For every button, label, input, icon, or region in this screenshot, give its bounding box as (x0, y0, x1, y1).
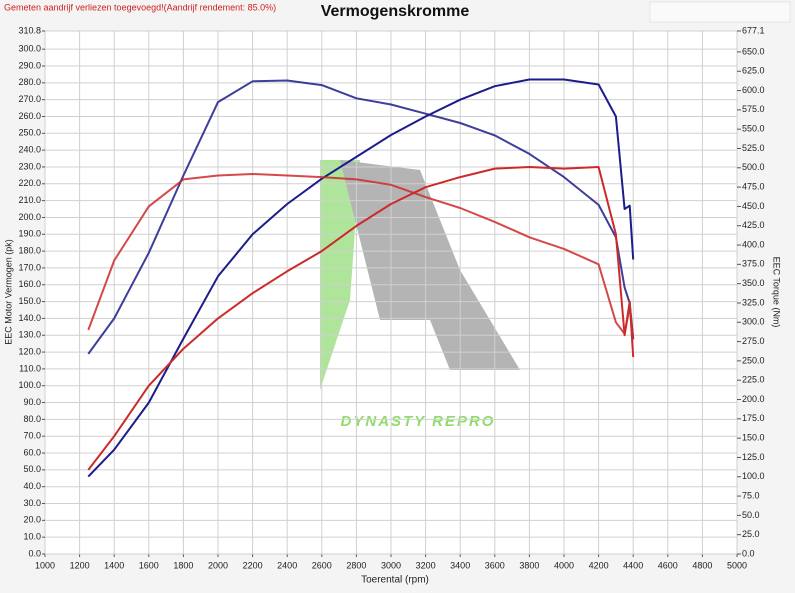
x-tick-label: 1600 (139, 560, 159, 570)
y2-tick-label: 50.0 (742, 510, 760, 520)
y-tick-label: 130.0 (18, 330, 41, 340)
y-tick-label: 120.0 (18, 346, 41, 356)
y-tick-label: 260.0 (18, 111, 41, 121)
y2-tick-label: 300.0 (742, 317, 765, 327)
y-tick-label: 100.0 (18, 380, 41, 390)
x-tick-label: 1000 (35, 560, 55, 570)
y-tick-label: 40.0 (23, 481, 41, 491)
series-line (87, 173, 635, 338)
x-tick-label: 4400 (623, 560, 643, 570)
y2-tick-label: 677.1 (742, 25, 765, 35)
y-tick-label: 310.8 (18, 25, 41, 35)
x-tick-label: 3200 (416, 560, 436, 570)
y2-tick-label: 475.0 (742, 181, 765, 191)
watermark: DYNASTY REPRO (341, 413, 496, 430)
x-tick-label: 1400 (104, 560, 124, 570)
y2-tick-label: 250.0 (742, 355, 765, 365)
y-tick-label: 110.0 (19, 363, 41, 373)
y2-tick-label: 225.0 (742, 375, 765, 385)
y2-tick-label: 400.0 (742, 239, 765, 249)
y-tick-label: 30.0 (23, 498, 41, 508)
y-tick-label: 70.0 (23, 431, 41, 441)
y2-tick-label: 550.0 (742, 124, 765, 134)
y2-tick-label: 625.0 (742, 66, 765, 76)
x-tick-label: 4600 (658, 560, 678, 570)
y2-tick-label: 450.0 (742, 201, 765, 211)
y-tick-label: 10.0 (23, 532, 41, 542)
y2-tick-label: 0.0 (742, 548, 755, 558)
chart-title: Vermogenskromme (321, 3, 470, 20)
y-tick-label: 280.0 (18, 77, 41, 87)
y2-tick-label: 600.0 (742, 85, 765, 95)
y2-tick-label: 150.0 (742, 433, 765, 443)
header-box (649, 1, 791, 23)
y-tick-label: 140.0 (18, 313, 41, 323)
y-tick-label: 90.0 (23, 397, 41, 407)
y-tick-label: 0.0 (28, 548, 41, 558)
x-tick-label: 2400 (277, 560, 297, 570)
x-tick-label: 3000 (381, 560, 401, 570)
y2-tick-label: 100.0 (742, 471, 765, 481)
y-tick-label: 220.0 (18, 178, 41, 188)
y-tick-label: 60.0 (23, 447, 41, 457)
y-tick-label: 50.0 (23, 464, 41, 474)
y2-tick-label: 650.0 (742, 46, 765, 56)
x-tick-label: 4800 (692, 560, 712, 570)
x-tick-label: 1200 (70, 560, 90, 570)
x-tick-label: 2000 (208, 560, 228, 570)
series-line (87, 166, 635, 471)
x-tick-label: 4000 (554, 560, 574, 570)
y-tick-label: 20.0 (23, 515, 41, 525)
y2-axis-label: EEC Torque (Nm) (772, 257, 782, 328)
y-tick-label: 270.0 (18, 94, 41, 104)
y2-tick-label: 500.0 (742, 162, 765, 172)
y-tick-label: 150.0 (18, 296, 41, 306)
y2-tick-label: 25.0 (742, 529, 760, 539)
x-tick-label: 3400 (450, 560, 470, 570)
x-tick-label: 3600 (485, 560, 505, 570)
x-tick-label: 4200 (589, 560, 609, 570)
y2-tick-label: 200.0 (742, 394, 765, 404)
y2-tick-label: 175.0 (742, 413, 765, 423)
x-tick-label: 3800 (519, 560, 539, 570)
x-tick-label: 1800 (173, 560, 193, 570)
notice: Gemeten aandrijf verliezen toegevoegd!(A… (4, 2, 276, 12)
y-axis-label: EEC Motor Vermogen (pk) (3, 239, 13, 345)
x-axis-label: Toerental (rpm) (361, 575, 429, 586)
y2-tick-label: 350.0 (742, 278, 765, 288)
y2-tick-label: 125.0 (742, 452, 765, 462)
y2-tick-label: 525.0 (742, 143, 765, 153)
y-tick-label: 160.0 (18, 279, 41, 289)
y2-tick-label: 325.0 (742, 297, 765, 307)
y2-tick-label: 75.0 (742, 490, 760, 500)
y-tick-label: 240.0 (18, 145, 41, 155)
y2-tick-label: 375.0 (742, 259, 765, 269)
x-tick-label: 2600 (312, 560, 332, 570)
series-line (87, 78, 635, 478)
y2-tick-label: 275.0 (742, 336, 765, 346)
y-tick-label: 200.0 (18, 212, 41, 222)
y-tick-label: 180.0 (18, 245, 41, 255)
y-tick-label: 290.0 (18, 60, 41, 70)
y-tick-label: 300.0 (18, 44, 41, 54)
y2-tick-label: 575.0 (742, 104, 765, 114)
y-tick-label: 230.0 (18, 161, 41, 171)
series-line (87, 79, 635, 355)
y-tick-label: 80.0 (23, 414, 41, 424)
logo-shape (340, 160, 520, 370)
y2-tick-label: 425.0 (742, 220, 765, 230)
y-tick-label: 250.0 (18, 128, 41, 138)
y-tick-label: 190.0 (18, 229, 41, 239)
y-tick-label: 170.0 (18, 262, 41, 272)
x-tick-label: 2200 (243, 560, 263, 570)
x-tick-label: 5000 (727, 560, 747, 570)
x-tick-label: 2800 (346, 560, 366, 570)
y-tick-label: 210.0 (18, 195, 41, 205)
